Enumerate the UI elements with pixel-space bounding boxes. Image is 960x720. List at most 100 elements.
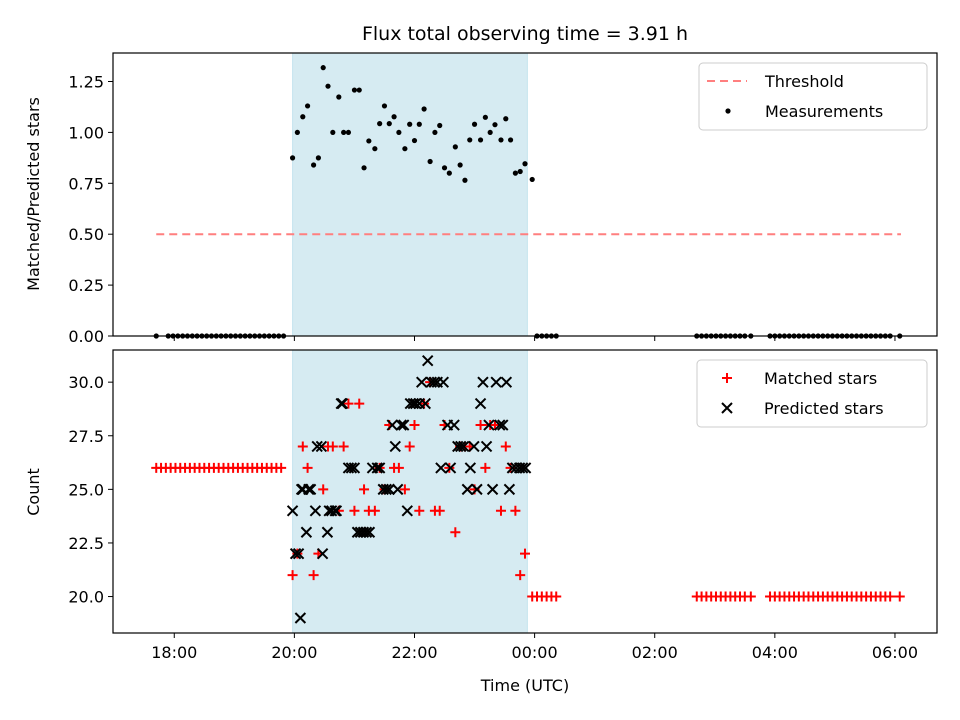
shaded-observing-span [292,52,528,337]
top-panel: 0.00 0.25 0.50 0.75 1.00 1.25 Threshold Measure… [68,52,938,346]
bottom-axes-frame [112,349,938,634]
x-tick-label: 18:00 [151,643,197,662]
legend-frame [698,62,928,131]
matched-star-point [489,420,500,431]
matched-star-point [327,441,338,452]
bottom-y-axis-label: Count [24,468,43,516]
predicted-star-point [311,440,323,453]
matched-star-point [287,570,298,581]
measurement-point [402,146,408,152]
predicted-star-point [461,483,474,496]
predicted-star-point [483,419,495,431]
y-tick-label: 20.0 [68,588,104,607]
y-tick-label: 22.5 [68,534,104,553]
matched-star-point [302,462,313,473]
predicted-star-point [386,419,398,431]
legend-measurements-swatch [725,108,731,114]
measurement-point [320,65,326,71]
predicted-star-point [329,505,341,517]
predicted-star-point [428,376,441,388]
matched-star-point [500,441,511,452]
predicted-star-point [401,505,413,517]
predicted-star-point [391,483,404,496]
measurement-point [517,168,523,175]
matched-star-point [885,591,896,602]
predicted-star-point [409,397,422,410]
measurement-point [377,121,383,127]
predicted-star-point [464,462,477,474]
measurement-point [457,162,463,168]
predicted-star-point [448,419,460,431]
matched-star-point [495,505,506,516]
y-tick-label: 30.0 [68,373,104,392]
measurement-point [336,94,342,100]
measurement-point [351,87,358,93]
y-tick-label: 27.5 [68,427,104,446]
predicted-star-point [397,419,410,431]
matched-star-point [318,484,329,495]
measurement-point [421,106,427,112]
matched-star-point [399,484,410,495]
measurement-point [471,121,478,127]
y-tick-label: 1.25 [68,73,104,92]
predicted-star-point [415,376,428,388]
predicted-star-point [480,440,493,453]
chart-title: Flux total observing time = 3.91 h [362,23,688,45]
x-tick-label: 02:00 [632,643,678,662]
measurement-point [411,137,418,144]
measurement-point [507,137,514,143]
measurement-point [366,138,372,144]
y-tick-label: 1.00 [68,123,104,142]
measurement-point [300,114,306,120]
top-y-axis-label: Matched/Predicted stars [24,97,43,291]
predicted-star-point [309,505,322,517]
predicted-star-point [435,462,447,474]
predicted-star-point [380,483,392,496]
matched-star-point [475,420,486,431]
measurement-point [407,121,413,127]
predicted-star-point [321,526,334,538]
matched-star-point [409,420,420,431]
predicted-star-point [486,483,499,496]
measurement-point [512,170,518,176]
predicted-star-point [294,612,307,624]
matched-star-point [349,505,360,516]
x-tick-label: 00:00 [512,643,558,662]
measurement-point [529,176,535,183]
measurement-point [452,144,458,150]
measurement-point [396,129,402,136]
measurement-point [427,158,433,165]
measurement-point [304,103,311,109]
measurement-point [437,122,443,129]
predicted-star-point [494,419,506,431]
legend-predicted-label: Predicted stars [764,399,884,418]
measurement-point [522,161,528,167]
legend-predicted-swatch [721,402,733,414]
predicted-star-point [286,505,299,517]
measurement-point [356,87,362,93]
measurement-point [416,121,422,127]
measurement-point [482,114,488,120]
predicted-star-point [360,526,373,538]
matched-star-point [515,570,526,581]
matched-star-point [276,462,287,473]
predicted-star-point [371,462,383,474]
measurement-point [462,177,468,183]
matched-star-point [551,591,562,602]
predicted-star-point [490,376,502,388]
y-tick-label: 0.50 [68,225,104,244]
matched-star-point [354,398,365,409]
measurement-point [341,129,347,136]
predicted-star-point [503,483,516,496]
predicted-star-point [497,419,509,431]
predicted-star-point [468,440,480,453]
matched-star-point [308,570,319,581]
shaded-observing-span [292,349,528,634]
matched-star-point [369,505,380,516]
matched-star-point [393,462,404,473]
predicted-star-point [300,526,313,538]
measurement-point [487,129,493,136]
measurement-point [345,129,352,136]
top-axes-frame [112,52,938,337]
